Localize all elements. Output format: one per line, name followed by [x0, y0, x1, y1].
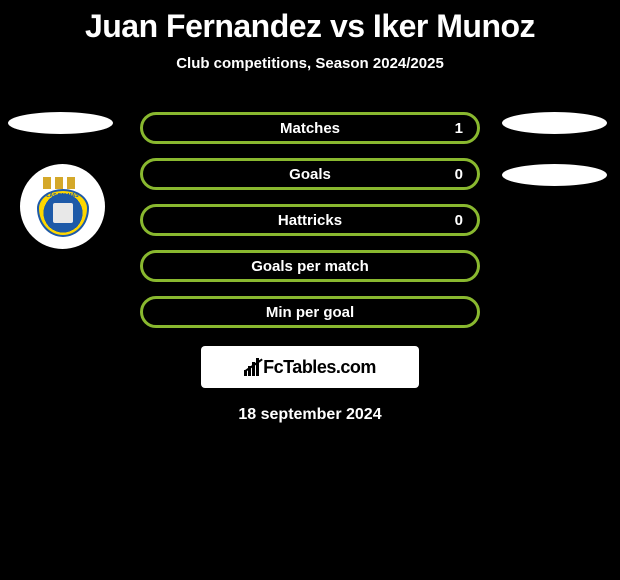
- content-area: LAS PALMAS Matches 1 Goals 0 Hattricks 0…: [0, 112, 620, 424]
- stat-rows: Matches 1 Goals 0 Hattricks 0 Goals per …: [140, 112, 480, 328]
- page-title: Juan Fernandez vs Iker Munoz: [0, 0, 620, 45]
- fctables-badge[interactable]: FcTables.com: [201, 346, 419, 388]
- player-photo-placeholder-right-1: [502, 112, 607, 134]
- stat-row-matches: Matches 1: [140, 112, 480, 144]
- badge-inner: LAS PALMAS: [33, 177, 93, 237]
- stat-row-min-per-goal: Min per goal: [140, 296, 480, 328]
- fctables-text: FcTables.com: [263, 357, 376, 378]
- crown-icon: [43, 177, 83, 189]
- club-badge-left: LAS PALMAS: [20, 164, 105, 249]
- stat-value: 1: [455, 120, 463, 137]
- subtitle: Club competitions, Season 2024/2025: [0, 55, 620, 72]
- stat-value: 0: [455, 212, 463, 229]
- stat-row-goals-per-match: Goals per match: [140, 250, 480, 282]
- right-column: [502, 112, 612, 216]
- chart-icon: [244, 358, 259, 376]
- left-column: LAS PALMAS: [8, 112, 118, 249]
- stat-row-hattricks: Hattricks 0: [140, 204, 480, 236]
- stat-row-goals: Goals 0: [140, 158, 480, 190]
- shield-text: LAS PALMAS: [46, 193, 78, 199]
- stat-label: Matches: [280, 120, 340, 137]
- stat-label: Goals: [289, 166, 331, 183]
- player-photo-placeholder-right-2: [502, 164, 607, 186]
- stat-label: Goals per match: [251, 258, 369, 275]
- shield-center: [53, 203, 73, 223]
- player-photo-placeholder-left: [8, 112, 113, 134]
- shield-icon: LAS PALMAS: [37, 189, 89, 237]
- stat-value: 0: [455, 166, 463, 183]
- date-text: 18 september 2024: [238, 406, 381, 424]
- stat-label: Hattricks: [278, 212, 342, 229]
- stat-label: Min per goal: [266, 304, 354, 321]
